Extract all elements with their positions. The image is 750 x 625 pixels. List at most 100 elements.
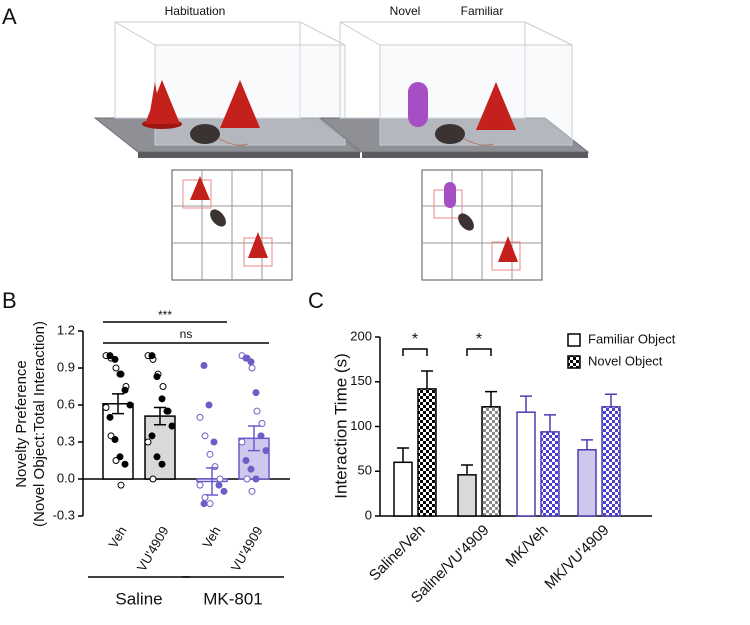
data-point: [242, 354, 250, 362]
error-bar: [248, 425, 260, 452]
data-point: [168, 422, 176, 430]
data-point: [106, 413, 114, 421]
data-point: [206, 450, 214, 458]
bar: [481, 406, 501, 517]
data-point: [153, 453, 161, 461]
data-point: [210, 438, 218, 446]
arena-2: [318, 21, 590, 158]
y-tick-label: 0.6: [57, 396, 75, 411]
error-bar: [112, 393, 124, 415]
data-point: [159, 383, 167, 390]
error-bar: [485, 390, 497, 407]
data-point: [111, 355, 119, 363]
box-label: Habituation: [165, 4, 226, 18]
y-tick-label: 100: [350, 418, 372, 433]
y-tick-label: 0.0: [57, 470, 75, 485]
data-point: [258, 420, 266, 427]
data-point: [163, 407, 171, 415]
arena-1: [93, 21, 362, 158]
data-point: [144, 438, 152, 446]
error-bar: [461, 464, 473, 475]
error-bar: [520, 395, 532, 413]
y-label: Interaction Time (s): [331, 353, 350, 499]
significance-label: ***: [158, 308, 172, 322]
data-point: [149, 475, 157, 483]
error-bar: [544, 414, 556, 432]
bar: [516, 411, 536, 517]
data-point: [126, 401, 134, 409]
significance-label: ns: [180, 327, 193, 341]
data-point: [247, 358, 255, 366]
data-point: [196, 413, 204, 421]
data-point: [116, 370, 124, 378]
bar: [417, 388, 437, 517]
x-tick-label: Veh: [105, 524, 129, 551]
error-bar: [605, 393, 617, 407]
significance-label: *: [412, 331, 418, 348]
data-point: [206, 500, 214, 508]
significance-bracket: [402, 348, 428, 356]
error-bar: [421, 370, 433, 389]
data-point: [248, 487, 256, 495]
data-point: [215, 481, 223, 489]
legend-swatch: [567, 333, 581, 347]
data-point: [238, 438, 246, 446]
panel-a: A Habituation Novel Familiar: [2, 4, 590, 281]
data-point: [112, 364, 120, 372]
data-point: [121, 386, 129, 394]
data-point: [243, 475, 251, 483]
data-point: [247, 465, 255, 473]
data-point: [116, 453, 124, 461]
error-bar: [154, 406, 166, 426]
topdown-2: [421, 169, 543, 281]
data-point: [252, 389, 260, 397]
data-point: [257, 432, 265, 440]
data-point: [153, 373, 161, 381]
y-tick-label: -0.3: [53, 507, 75, 522]
error-bar: [581, 439, 593, 450]
data-point: [262, 447, 270, 455]
data-point: [117, 481, 125, 489]
error-bar: [206, 467, 218, 496]
x-tick-label: Saline/Veh: [366, 522, 429, 585]
data-point: [211, 463, 219, 471]
y-label: Novelty Preference: [13, 360, 30, 488]
panel-label: A: [2, 4, 17, 29]
bar: [540, 431, 560, 517]
bar: [577, 449, 597, 517]
panel-label: C: [308, 288, 324, 313]
group-label: Saline: [115, 589, 162, 608]
data-point: [220, 487, 228, 495]
error-bar: [397, 447, 409, 463]
data-point: [102, 403, 110, 411]
data-point: [201, 432, 209, 440]
y-tick-label: 1.2: [57, 322, 75, 337]
data-point: [158, 460, 166, 468]
x-tick-label: VU'4909: [228, 524, 266, 574]
data-point: [148, 432, 156, 440]
x-tick-label: Veh: [199, 524, 223, 551]
y-label: (Novel Object:Total Interaction): [31, 321, 48, 527]
significance-bracket: [466, 348, 492, 356]
data-point: [205, 401, 213, 409]
legend-label: Familiar Object: [588, 331, 676, 346]
y-tick-label: 150: [350, 373, 372, 388]
y-tick-label: 0: [365, 507, 372, 522]
y-tick-label: 50: [358, 463, 372, 478]
y-tick-label: 200: [350, 328, 372, 343]
panel-label: B: [2, 288, 17, 313]
box-label: Familiar: [461, 4, 504, 18]
bar: [601, 406, 621, 517]
bar: [457, 474, 477, 517]
significance-label: *: [476, 331, 482, 348]
data-point: [242, 457, 250, 464]
bar: [393, 461, 413, 517]
data-point: [200, 500, 208, 508]
data-point: [196, 481, 204, 489]
data-point: [158, 395, 166, 403]
x-tick-label: MK/Veh: [502, 522, 551, 571]
topdown-1: [171, 169, 293, 281]
x-tick-label: VU'4909: [134, 524, 172, 574]
legend-swatch: [567, 355, 581, 369]
